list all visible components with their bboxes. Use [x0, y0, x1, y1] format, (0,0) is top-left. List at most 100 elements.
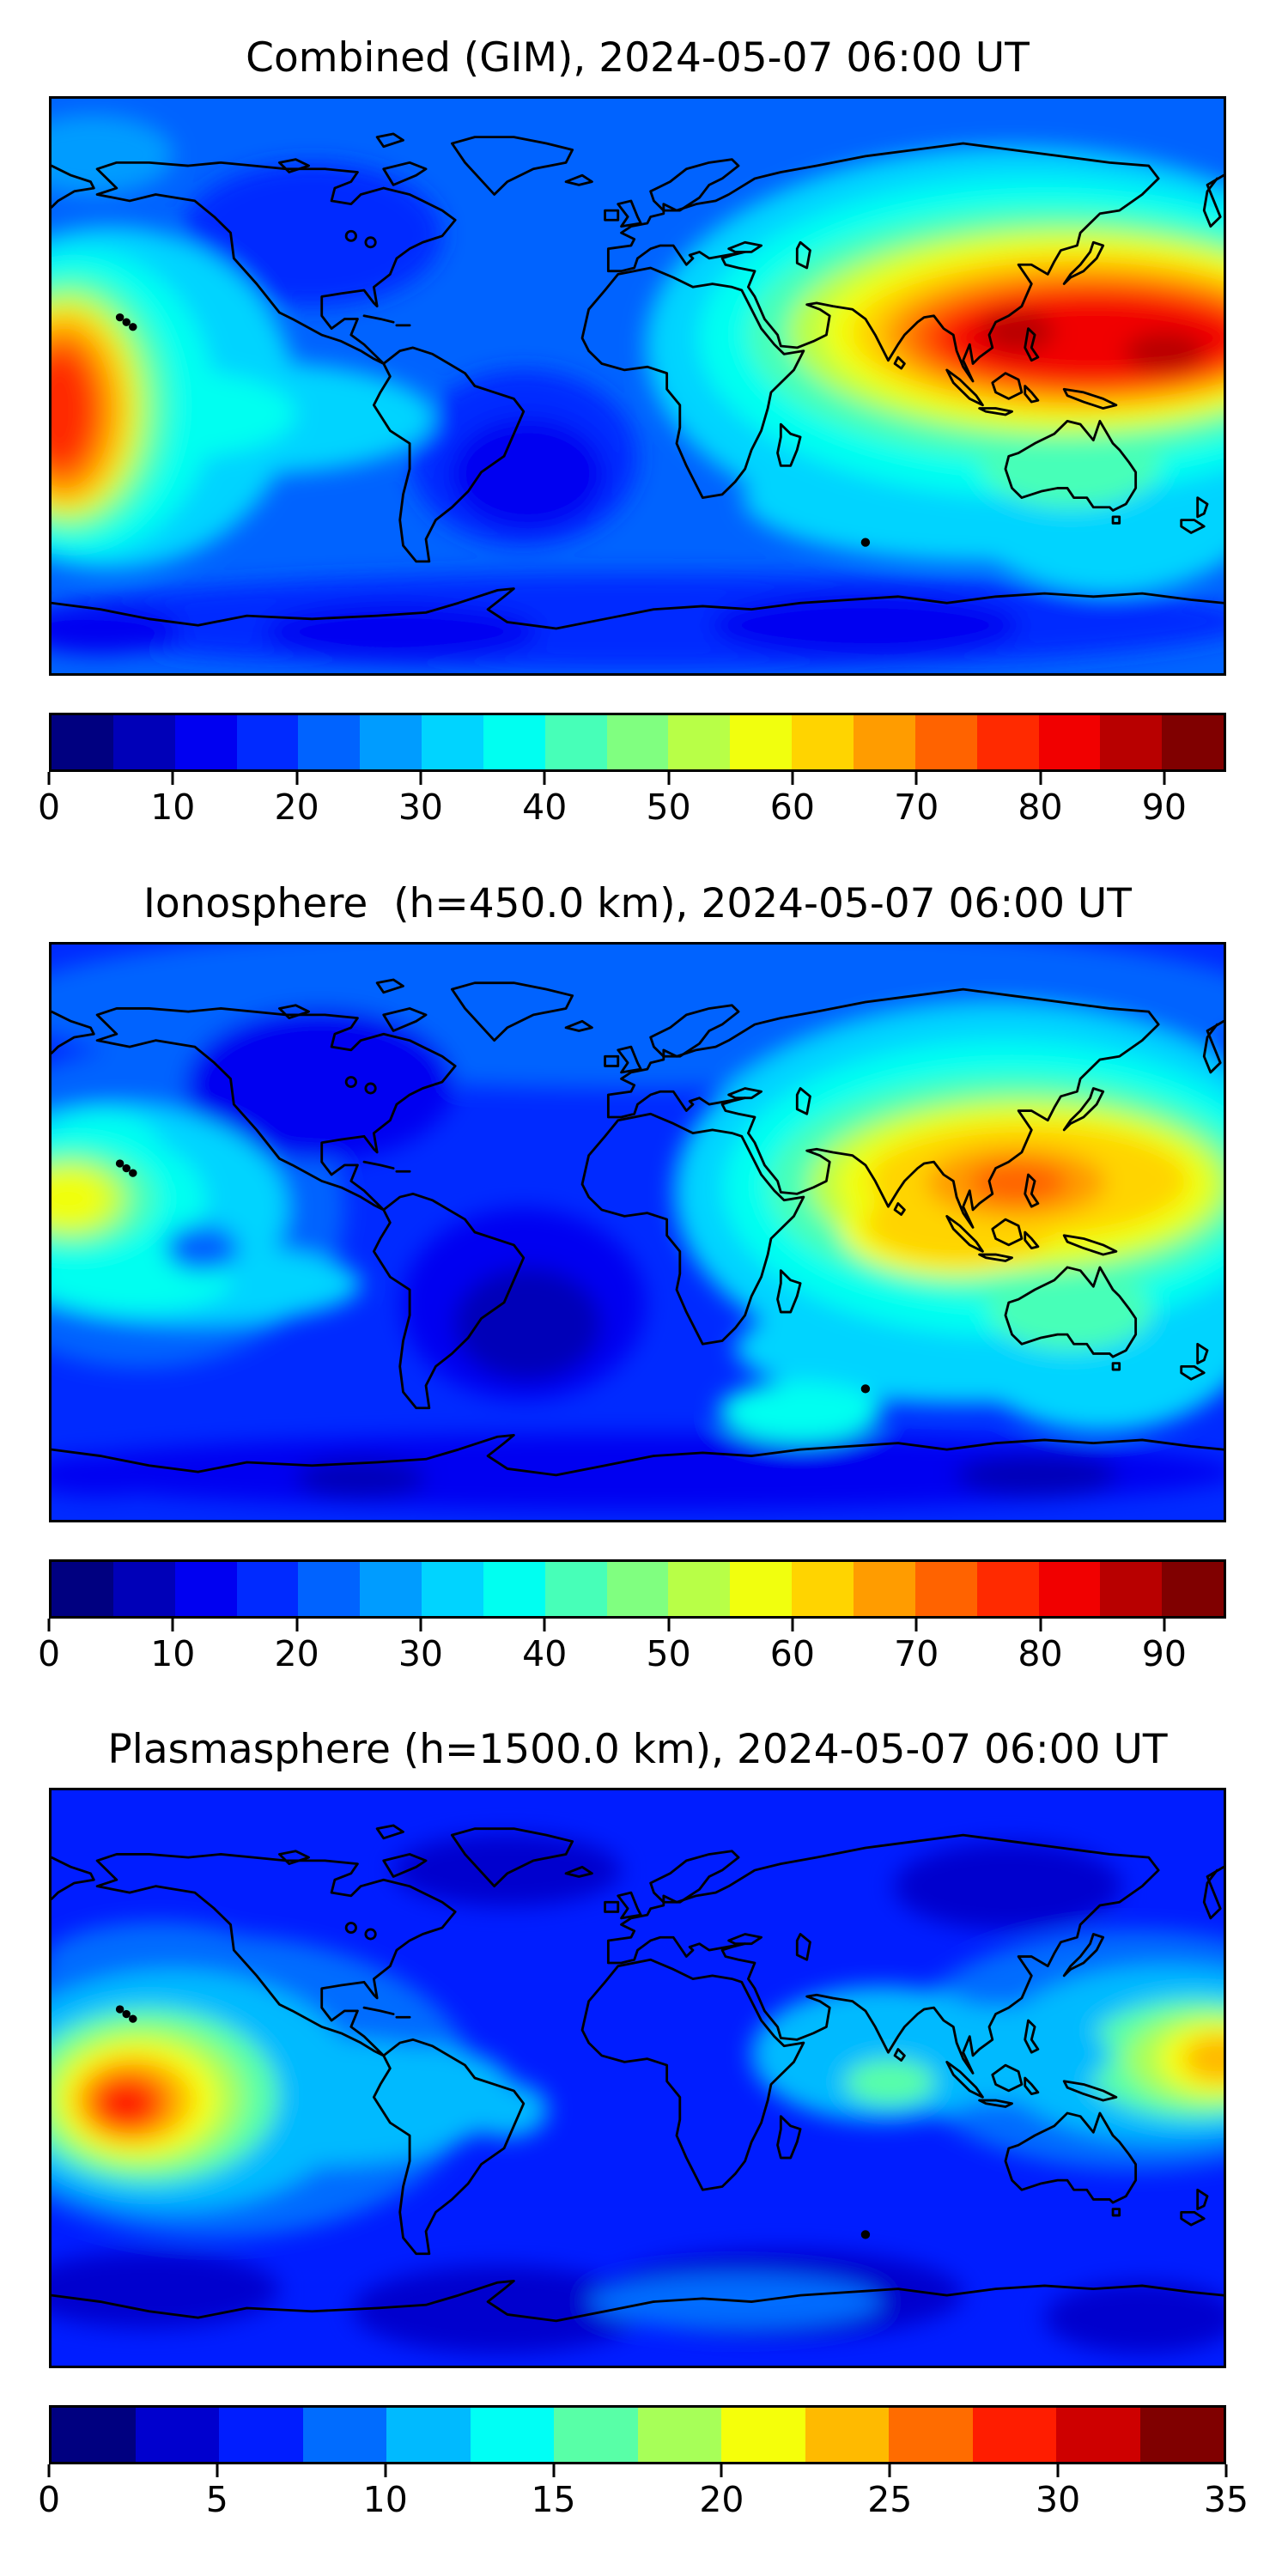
colorbar-tick-mark — [667, 772, 671, 785]
colorbar-segment — [1139, 2408, 1224, 2462]
colorbar-tick-label: 60 — [769, 787, 815, 828]
colorbar-tick-label: 10 — [362, 2479, 408, 2520]
colorbar-segment — [606, 715, 669, 769]
colorbar-segment — [889, 2408, 973, 2462]
colorbar-segment — [52, 1562, 113, 1616]
colorbar-segment — [1100, 715, 1163, 769]
colorbar-segment — [544, 715, 607, 769]
colorbar-tick-mark — [791, 1619, 794, 1631]
colorbar-tick-mark — [171, 1619, 174, 1631]
colorbar-tick-label: 0 — [37, 2479, 61, 2520]
colorbar-tick-label: 50 — [646, 787, 691, 828]
colorbar-tick-mark — [216, 2464, 219, 2477]
colorbar-segment — [52, 715, 113, 769]
colorbar-tick-mark — [791, 772, 794, 785]
colorbar-tick-mark — [720, 2464, 723, 2477]
colorbar-segment — [1056, 2408, 1140, 2462]
colorbar-segment — [112, 715, 175, 769]
colorbar-tick-mark — [888, 2464, 891, 2477]
colorbar-tick-label: 50 — [646, 1633, 691, 1674]
colorbar-tick-mark — [914, 1619, 918, 1631]
colorbar-ionosphere-ticks: 0 10 20 30 40 50 60 70 80 90 — [38, 1619, 1226, 1680]
colorbar-segment — [219, 2408, 303, 2462]
colorbar-tick-mark — [295, 1619, 299, 1631]
colorbar-segment — [174, 715, 237, 769]
colorbar-segment — [236, 1562, 299, 1616]
colorbar-tick-label: 20 — [699, 2479, 744, 2520]
colorbar-segment — [302, 2408, 386, 2462]
contour-map-ionosphere — [52, 945, 1224, 1520]
colorbar-tick-label: 40 — [522, 1633, 568, 1674]
colorbar-tick-label: 80 — [1018, 1633, 1063, 1674]
colorbar-segment — [470, 2408, 554, 2462]
colorbar-tick-label: 70 — [894, 1633, 939, 1674]
colorbar-tick-mark — [47, 2464, 51, 2477]
panel-combined-title: Combined (GIM), 2024-05-07 06:00 UT — [246, 34, 1030, 82]
colorbar-tick-label: 30 — [398, 1633, 444, 1674]
colorbar-segment — [483, 715, 545, 769]
colorbar-tick-label: 35 — [1203, 2479, 1249, 2520]
colorbar-tick-label: 70 — [894, 787, 939, 828]
colorbar-tick-mark — [1224, 2464, 1228, 2477]
colorbar-segment — [386, 2408, 471, 2462]
contour-map-combined — [52, 99, 1224, 673]
colorbar-tick-mark — [543, 1619, 546, 1631]
colorbar-combined-ticks: 0 10 20 30 40 50 60 70 80 90 — [38, 772, 1226, 834]
colorbar-segment — [668, 1562, 731, 1616]
colorbar-tick-mark — [1039, 1619, 1042, 1631]
colorbar-segment — [1100, 1562, 1163, 1616]
colorbar-ionosphere — [49, 1559, 1226, 1619]
colorbar-tick-label: 40 — [522, 787, 568, 828]
colorbar-tick-mark — [1163, 772, 1166, 785]
colorbar-segment — [853, 1562, 915, 1616]
colorbar-tick-mark — [47, 1619, 51, 1631]
colorbar-tick-label: 30 — [1036, 2479, 1081, 2520]
colorbar-tick-label: 10 — [150, 787, 196, 828]
colorbar-segment — [483, 1562, 545, 1616]
colorbar-tick-mark — [384, 2464, 387, 2477]
colorbar-segment — [1038, 715, 1101, 769]
colorbar-segment — [360, 715, 422, 769]
colorbar-segment — [422, 1562, 483, 1616]
panel-ionosphere-title: Ionosphere (h=450.0 km), 2024-05-07 06:0… — [143, 880, 1133, 927]
colorbar-segment — [1162, 1562, 1224, 1616]
contour-field — [52, 1834, 1224, 2354]
colorbar-segment — [52, 2408, 136, 2462]
colorbar-tick-mark — [1163, 1619, 1166, 1631]
contour-field — [52, 114, 1224, 670]
colorbar-segment — [637, 2408, 721, 2462]
colorbar-tick-mark — [914, 772, 918, 785]
colorbar-tick-label: 25 — [867, 2479, 913, 2520]
colorbar-segment — [730, 1562, 793, 1616]
colorbar-tick-label: 80 — [1018, 787, 1063, 828]
colorbar-segment — [976, 715, 1039, 769]
colorbar-segment — [792, 715, 854, 769]
colorbar-tick-label: 60 — [769, 1633, 815, 1674]
colorbar-segment — [554, 2408, 638, 2462]
colorbar-tick-mark — [419, 1619, 422, 1631]
colorbar-tick-label: 90 — [1141, 1633, 1187, 1674]
colorbar-segment — [914, 715, 977, 769]
colorbar-segment — [422, 715, 483, 769]
colorbar-tick-label: 90 — [1141, 787, 1187, 828]
colorbar-segment — [135, 2408, 219, 2462]
colorbar-segment — [1038, 1562, 1101, 1616]
colorbar-tick-label: 20 — [274, 1633, 319, 1674]
colorbar-segment — [298, 1562, 361, 1616]
colorbar-segment — [730, 715, 793, 769]
colorbar-tick-label: 30 — [398, 787, 444, 828]
colorbar-segment — [668, 715, 731, 769]
colorbar-combined — [49, 713, 1226, 772]
colorbar-tick-mark — [543, 772, 546, 785]
colorbar-segment — [805, 2408, 889, 2462]
colorbar-tick-label: 5 — [205, 2479, 228, 2520]
colorbar-tick-mark — [171, 772, 174, 785]
colorbar-tick-label: 0 — [37, 1633, 61, 1674]
colorbar-plasmasphere — [49, 2405, 1226, 2464]
colorbar-tick-mark — [1056, 2464, 1060, 2477]
colorbar-segment — [792, 1562, 854, 1616]
colorbar-tick-mark — [295, 772, 299, 785]
colorbar-segment — [606, 1562, 669, 1616]
colorbar-segment — [298, 715, 361, 769]
